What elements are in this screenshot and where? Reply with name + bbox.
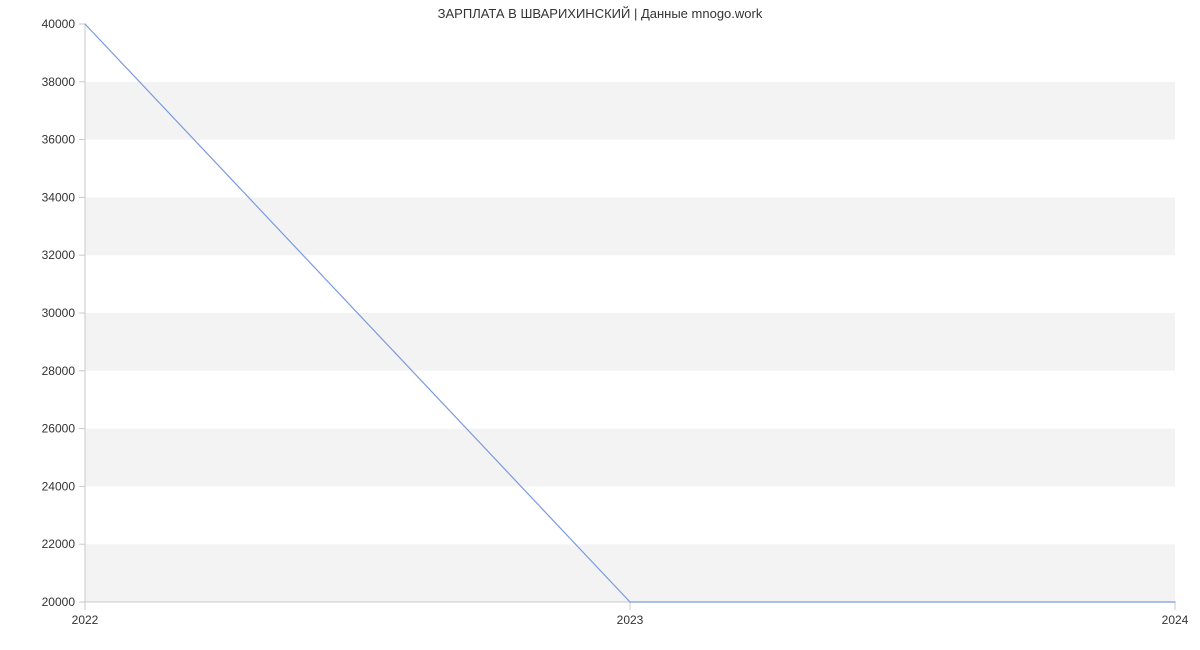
svg-text:2022: 2022 — [72, 613, 99, 627]
svg-text:26000: 26000 — [42, 422, 76, 436]
svg-text:2024: 2024 — [1162, 613, 1189, 627]
svg-text:24000: 24000 — [42, 479, 76, 493]
svg-text:2023: 2023 — [617, 613, 644, 627]
svg-text:28000: 28000 — [42, 364, 76, 378]
svg-text:38000: 38000 — [42, 75, 76, 89]
chart-svg: 20000 22000 24000 26000 28000 30000 32000 34000… — [0, 0, 1200, 650]
svg-text:32000: 32000 — [42, 248, 76, 262]
svg-text:36000: 36000 — [42, 133, 76, 147]
svg-text:20000: 20000 — [42, 595, 76, 609]
svg-text:22000: 22000 — [42, 537, 76, 551]
salary-line-chart: ЗАРПЛАТА В ШВАРИХИНСКИЙ | Данные mnogo.w… — [0, 0, 1200, 650]
svg-text:34000: 34000 — [42, 190, 76, 204]
chart-title: ЗАРПЛАТА В ШВАРИХИНСКИЙ | Данные mnogo.w… — [0, 6, 1200, 21]
svg-text:30000: 30000 — [42, 306, 76, 320]
